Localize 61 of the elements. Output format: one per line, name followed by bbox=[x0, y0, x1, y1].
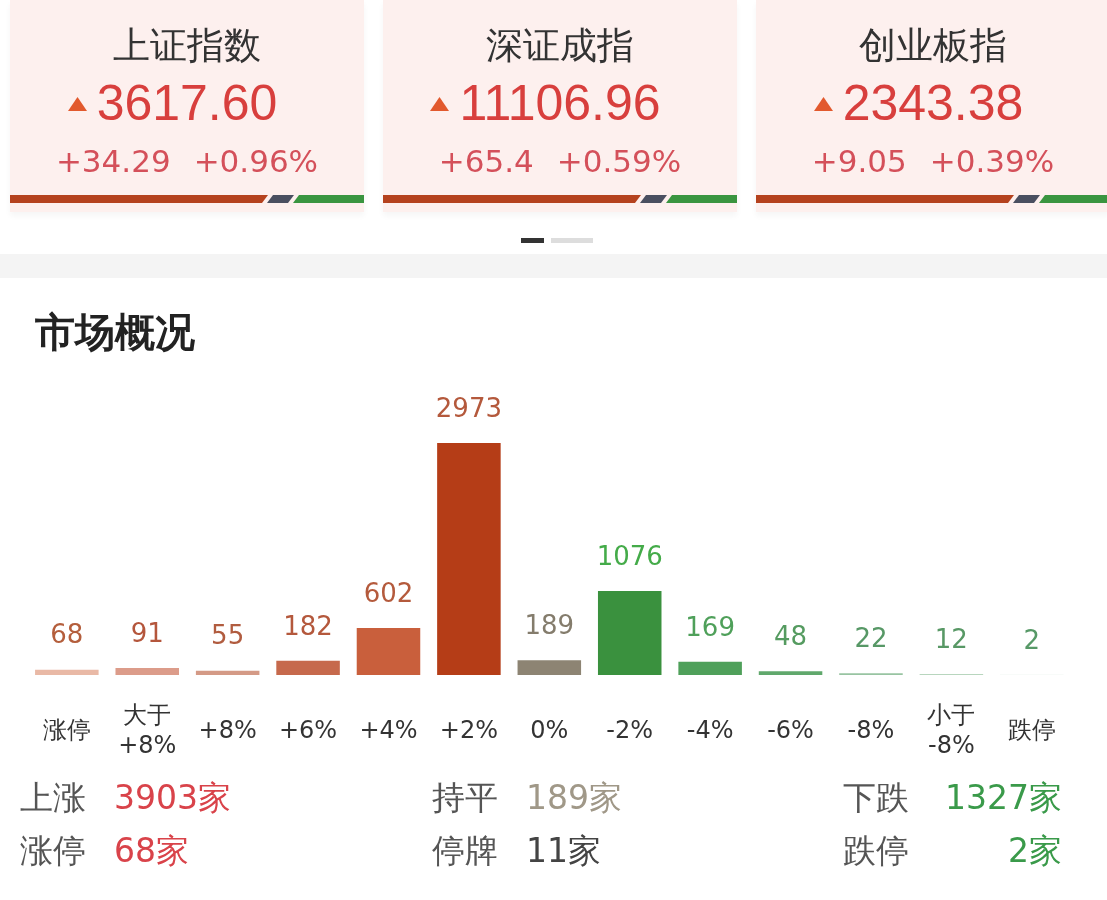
bar bbox=[437, 443, 501, 675]
category-label: 上涨 bbox=[20, 777, 86, 819]
data-label: 189 bbox=[524, 610, 575, 640]
x-tick-label: -4% bbox=[686, 716, 734, 745]
text: +9.05 bbox=[811, 142, 907, 180]
text: +0.96% bbox=[193, 142, 319, 180]
data-label: 182 bbox=[283, 610, 333, 641]
bar bbox=[115, 667, 180, 675]
text: 3903家 bbox=[114, 778, 231, 817]
category-label: 持平 bbox=[432, 777, 498, 819]
text: 189家 bbox=[526, 778, 622, 817]
data-label: 2973 bbox=[435, 392, 502, 423]
x-tick-label: +4% bbox=[359, 716, 418, 745]
data-label: 68 bbox=[50, 619, 84, 650]
x-tick-label: 小于 -8% bbox=[927, 701, 976, 760]
text: +34.29 bbox=[55, 142, 171, 180]
x-tick-label: 0% bbox=[530, 716, 569, 745]
category-label: 下跌 bbox=[843, 777, 909, 819]
text: +65.4 bbox=[438, 142, 534, 180]
text: 深证成指 bbox=[485, 24, 635, 67]
x-tick-label: 涨停 bbox=[42, 716, 91, 745]
bar bbox=[195, 670, 260, 675]
text: +0.59% bbox=[556, 142, 682, 180]
x-tick-label: 跌停 bbox=[1007, 716, 1056, 745]
data-label: 1076 bbox=[596, 540, 663, 571]
chart-title: 市场概况 bbox=[35, 309, 195, 355]
text: 创业板指 bbox=[858, 24, 1008, 67]
category-label: 跌停 bbox=[843, 830, 909, 872]
bar bbox=[276, 660, 340, 675]
bar bbox=[517, 660, 582, 675]
text: 68家 bbox=[114, 831, 189, 870]
data-label: 55 bbox=[211, 620, 245, 651]
text: 2家 bbox=[1008, 831, 1062, 870]
text: 1327家 bbox=[945, 778, 1062, 817]
x-tick-label: -8% bbox=[847, 716, 895, 745]
text: 2343.38 bbox=[842, 75, 1024, 131]
text: 上证指数 bbox=[112, 24, 262, 67]
x-tick-label: -2% bbox=[606, 716, 654, 745]
bar bbox=[356, 628, 421, 675]
data-label: 169 bbox=[685, 611, 735, 642]
category-label: 停牌 bbox=[432, 830, 498, 872]
bar bbox=[597, 591, 662, 675]
data-label: 91 bbox=[130, 617, 164, 648]
data-label: 12 bbox=[934, 623, 968, 654]
x-tick-label: +6% bbox=[278, 716, 338, 745]
x-tick-label: 大于 +8% bbox=[118, 701, 177, 760]
data-label: 22 bbox=[854, 623, 888, 654]
text: 3617.60 bbox=[96, 75, 278, 131]
x-tick-label: +2% bbox=[439, 716, 498, 745]
data-label: 48 bbox=[774, 621, 808, 651]
data-label: 602 bbox=[363, 577, 414, 608]
text: 11106.96 bbox=[459, 75, 661, 131]
data-label: 2 bbox=[1023, 624, 1041, 655]
bar bbox=[35, 669, 99, 675]
x-tick-label: -6% bbox=[767, 716, 814, 745]
text: 11家 bbox=[526, 831, 601, 870]
text: +0.39% bbox=[929, 142, 1055, 180]
bar bbox=[678, 661, 742, 675]
bar bbox=[758, 671, 823, 675]
x-tick-label: +8% bbox=[198, 716, 257, 745]
category-label: 涨停 bbox=[20, 830, 86, 872]
